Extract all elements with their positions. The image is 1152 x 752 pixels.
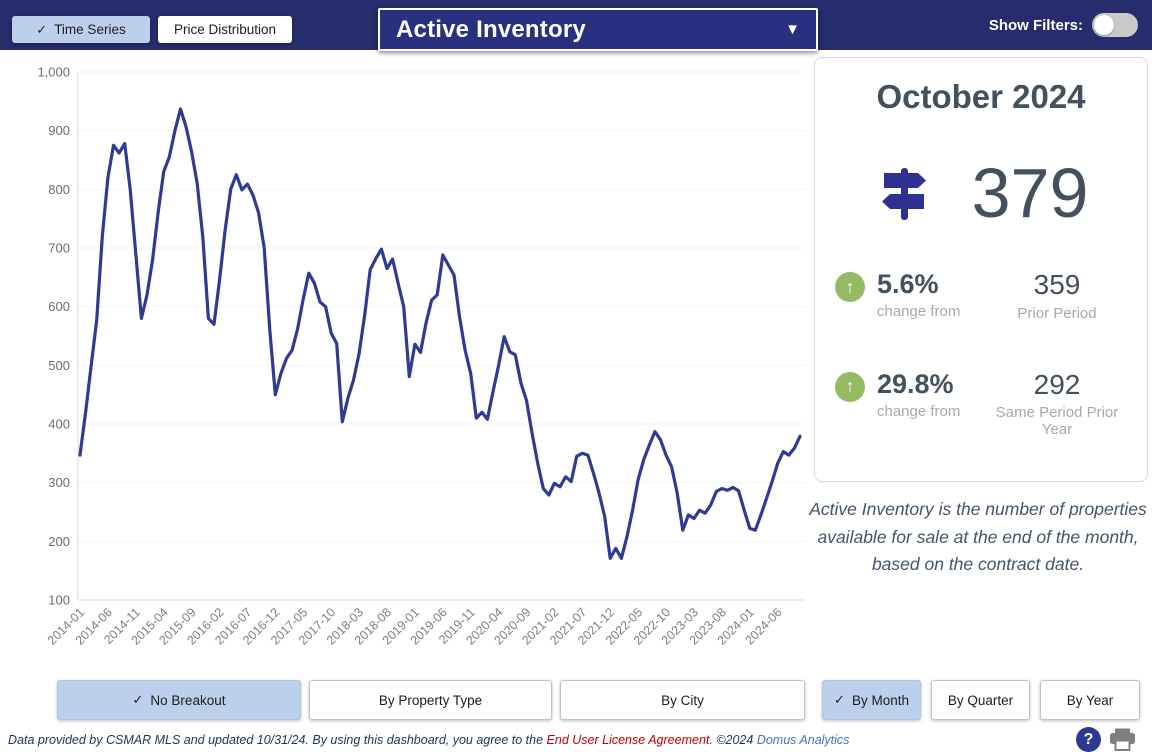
- breakout-button-label: By Property Type: [378, 692, 483, 708]
- breakout-button-by-city[interactable]: By City: [560, 680, 805, 720]
- top-bar: ✓ Time Series Price Distribution Active …: [0, 0, 1152, 51]
- svg-text:100: 100: [48, 593, 70, 608]
- stats-card: October 2024 379 ↑ 5.6% change from 359: [814, 57, 1148, 482]
- svg-text:500: 500: [48, 358, 70, 373]
- help-button[interactable]: ?: [1076, 727, 1101, 752]
- footer-text-1: Data provided by CSMAR MLS and updated 1…: [8, 733, 547, 747]
- price-distribution-tab-label: Price Distribution: [173, 22, 277, 37]
- stats-period-title: October 2024: [876, 78, 1086, 115]
- svg-text:300: 300: [48, 475, 70, 490]
- prior-year-label: Same Period Prior Year: [995, 404, 1119, 439]
- svg-text:400: 400: [48, 417, 70, 432]
- time-series-chart: 100 200 300 400 500 600 700 800 900 1,000 2014-01 2…: [0, 50, 812, 665]
- show-filters-control: Show Filters:: [989, 13, 1138, 37]
- up-arrow-glyph: ↑: [845, 276, 855, 297]
- footer-disclaimer: Data provided by CSMAR MLS and updated 1…: [8, 733, 849, 747]
- breakout-button-label: By City: [661, 692, 704, 708]
- time-series-tab-label: Time Series: [54, 22, 126, 37]
- line-chart-svg: 1002003004005006007008009001,0002014-012…: [37, 65, 805, 648]
- prior-period-percent: 5.6%: [877, 269, 939, 299]
- metric-description: Active Inventory is the number of proper…: [809, 499, 1147, 574]
- question-mark-icon: ?: [1083, 730, 1094, 748]
- check-icon: ✓: [132, 692, 144, 707]
- period-button-label: By Quarter: [947, 692, 1014, 708]
- metric-dropdown[interactable]: Active Inventory ▼: [378, 8, 818, 51]
- prior-period-label: Prior Period: [1017, 304, 1097, 322]
- eula-link[interactable]: End User License Agreement: [546, 733, 710, 747]
- svg-text:800: 800: [48, 182, 70, 197]
- prior-year-value: 292: [1033, 368, 1081, 400]
- prior-period-change-label: change from: [877, 303, 961, 321]
- chevron-down-icon: ▼: [785, 21, 800, 38]
- toggle-knob: [1094, 15, 1114, 35]
- current-value-row: 379: [815, 158, 1147, 228]
- up-arrow-glyph: ↑: [845, 376, 855, 397]
- prior-period-row: ↑ 5.6% change from 359 Prior Period: [815, 268, 1147, 322]
- printer-icon: [1110, 728, 1135, 751]
- period-button-by-year[interactable]: By Year: [1040, 680, 1140, 720]
- svg-text:700: 700: [48, 241, 70, 256]
- metric-dropdown-value: Active Inventory: [396, 15, 586, 43]
- signpost-icon: [881, 168, 926, 220]
- svg-text:900: 900: [48, 123, 70, 138]
- check-icon: ✓: [36, 21, 48, 37]
- show-filters-label: Show Filters:: [988, 16, 1083, 34]
- footer-text-2: . ©2024: [709, 733, 757, 747]
- svg-text:1,000: 1,000: [37, 65, 70, 80]
- period-button-by-month[interactable]: ✓ By Month: [822, 680, 921, 720]
- svg-text:600: 600: [48, 299, 70, 314]
- arrow-up-circle-icon: ↑: [835, 371, 865, 402]
- price-distribution-tab[interactable]: Price Distribution: [158, 16, 292, 43]
- period-button-by-quarter[interactable]: By Quarter: [931, 680, 1030, 720]
- breakout-button-by-property-type[interactable]: By Property Type: [309, 680, 552, 720]
- show-filters-toggle[interactable]: [1092, 13, 1138, 37]
- svg-text:200: 200: [48, 534, 70, 549]
- period-button-label: By Year: [1066, 692, 1114, 708]
- domus-analytics-link[interactable]: Domus Analytics: [756, 733, 850, 747]
- breakout-button-label: No Breakout: [150, 692, 226, 708]
- arrow-up-circle-icon: ↑: [835, 272, 865, 302]
- breakout-button-no-breakout[interactable]: ✓ No Breakout: [57, 680, 301, 720]
- time-series-tab[interactable]: ✓ Time Series: [12, 16, 150, 43]
- print-button[interactable]: [1109, 728, 1136, 752]
- prior-year-change-label: change from: [877, 402, 961, 420]
- check-icon: ✓: [834, 692, 845, 707]
- prior-year-percent: 29.8%: [877, 368, 954, 399]
- period-button-label: By Month: [851, 692, 909, 708]
- prior-period-value: 359: [1033, 269, 1081, 300]
- current-value: 379: [971, 154, 1089, 232]
- prior-year-row: ↑ 29.8% change from 292 Same Period Prio…: [815, 368, 1147, 439]
